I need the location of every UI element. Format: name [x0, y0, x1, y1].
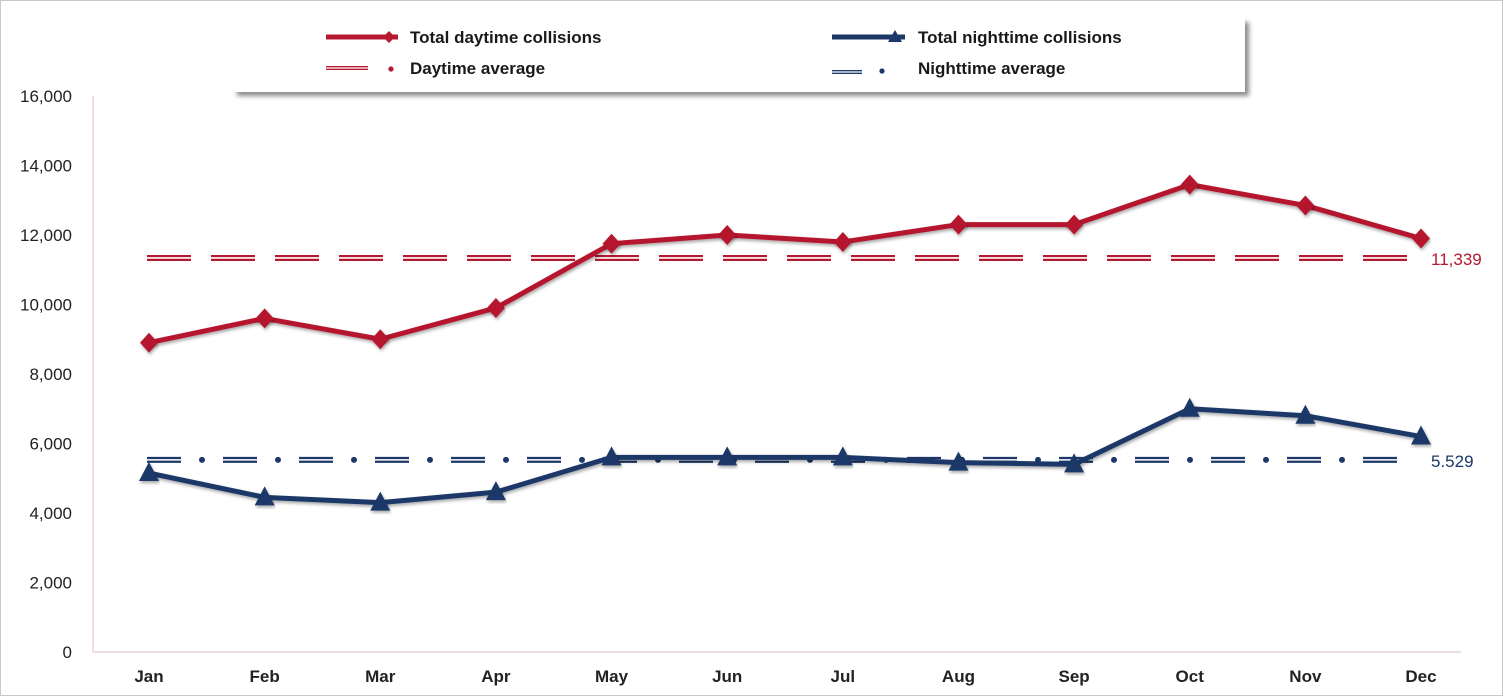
legend: Total daytime collisions Total nighttime…	[233, 18, 1245, 92]
daytime-data-point	[1296, 195, 1315, 216]
nighttime-average-dot	[1339, 456, 1345, 463]
y-tick-label: 0	[63, 643, 72, 662]
x-tick-label: Nov	[1289, 667, 1322, 686]
daytime-data-point	[140, 332, 158, 353]
daytime-data-point	[718, 225, 737, 245]
nighttime-average-dot	[199, 456, 205, 463]
daytime-data-point	[833, 231, 852, 252]
daytime-data-point	[1180, 174, 1199, 195]
x-tick-label: Mar	[365, 667, 396, 686]
nighttime-average-dot	[503, 456, 509, 463]
daytime-data-point	[949, 214, 968, 235]
legend-item-daytime-average: Daytime average	[326, 59, 545, 78]
daytime-collisions-line	[146, 182, 1424, 346]
daytime-average-value: 11,339	[1431, 250, 1482, 269]
x-tick-label: Feb	[250, 667, 280, 686]
daytime-data-point	[371, 329, 390, 350]
nighttime-data-point	[139, 462, 159, 482]
legend-item-nighttime: Total nighttime collisions	[832, 28, 1122, 47]
y-tick-label: 6,000	[29, 435, 72, 454]
x-tick-label: Sep	[1058, 667, 1089, 686]
nighttime-average-dot	[1111, 456, 1117, 463]
y-tick-label: 14,000	[20, 157, 72, 176]
nighttime-average-dot	[427, 456, 433, 463]
y-tick-label: 16,000	[20, 87, 72, 106]
x-tick-label: Jul	[831, 667, 856, 686]
y-tick-label: 4,000	[29, 504, 72, 523]
y-tick-label: 12,000	[20, 226, 72, 245]
x-tick-label: Apr	[481, 667, 511, 686]
nighttime-data-point	[370, 491, 391, 511]
x-tick-label: Jan	[134, 667, 163, 686]
legend-item-nighttime-average: Nighttime average	[832, 59, 1065, 78]
legend-label-daytime-average: Daytime average	[410, 59, 545, 78]
nighttime-average-dot	[579, 456, 585, 463]
y-tick-label: 10,000	[20, 296, 72, 315]
daytime-data-point	[1412, 228, 1430, 249]
nighttime-average-dot	[1187, 456, 1193, 463]
nighttime-data-point	[1064, 453, 1085, 473]
x-tick-label: May	[595, 667, 629, 686]
nighttime-data-point	[1179, 397, 1200, 417]
y-axis-ticks: 0 2,000 4,000 6,000 8,000 10,000 12,000 14,000 1…	[20, 87, 72, 662]
daytime-data-point	[602, 233, 621, 254]
x-tick-label: Aug	[942, 667, 975, 686]
data-series	[139, 174, 1431, 511]
x-axis-ticks: Jan Feb Mar Apr May Jun Jul Aug Sep Oct Nov Dec	[134, 667, 1436, 686]
nighttime-average-dot	[351, 456, 357, 463]
y-tick-label: 8,000	[29, 365, 72, 384]
legend-item-daytime: Total daytime collisions	[326, 28, 601, 47]
nighttime-data-point	[832, 446, 853, 466]
reference-lines	[147, 254, 1418, 463]
nighttime-data-point	[254, 486, 275, 506]
nighttime-data-point	[948, 451, 969, 471]
x-tick-label: Oct	[1176, 667, 1205, 686]
nighttime-data-point	[717, 446, 738, 466]
nighttime-data-point	[1411, 425, 1431, 445]
nighttime-data-point	[601, 446, 622, 466]
nighttime-average-value: 5.529	[1431, 452, 1474, 471]
nighttime-average-dot	[275, 456, 281, 463]
legend-box	[233, 18, 1245, 92]
daytime-data-point	[1065, 214, 1084, 235]
daytime-data-point	[255, 308, 274, 329]
nighttime-data-point	[1295, 404, 1316, 424]
legend-label-nighttime: Total nighttime collisions	[918, 28, 1122, 47]
nighttime-collisions-line	[146, 406, 1424, 506]
y-tick-label: 2,000	[29, 574, 72, 593]
reference-line-labels: 11,339 5.529	[1431, 250, 1482, 471]
legend-label-daytime: Total daytime collisions	[410, 28, 601, 47]
daytime-data-point	[486, 297, 505, 318]
nighttime-data-point	[485, 481, 506, 501]
nighttime-average-dot	[1263, 456, 1269, 463]
legend-label-nighttime-average: Nighttime average	[918, 59, 1065, 78]
x-tick-label: Jun	[712, 667, 742, 686]
x-tick-label: Dec	[1405, 667, 1436, 686]
